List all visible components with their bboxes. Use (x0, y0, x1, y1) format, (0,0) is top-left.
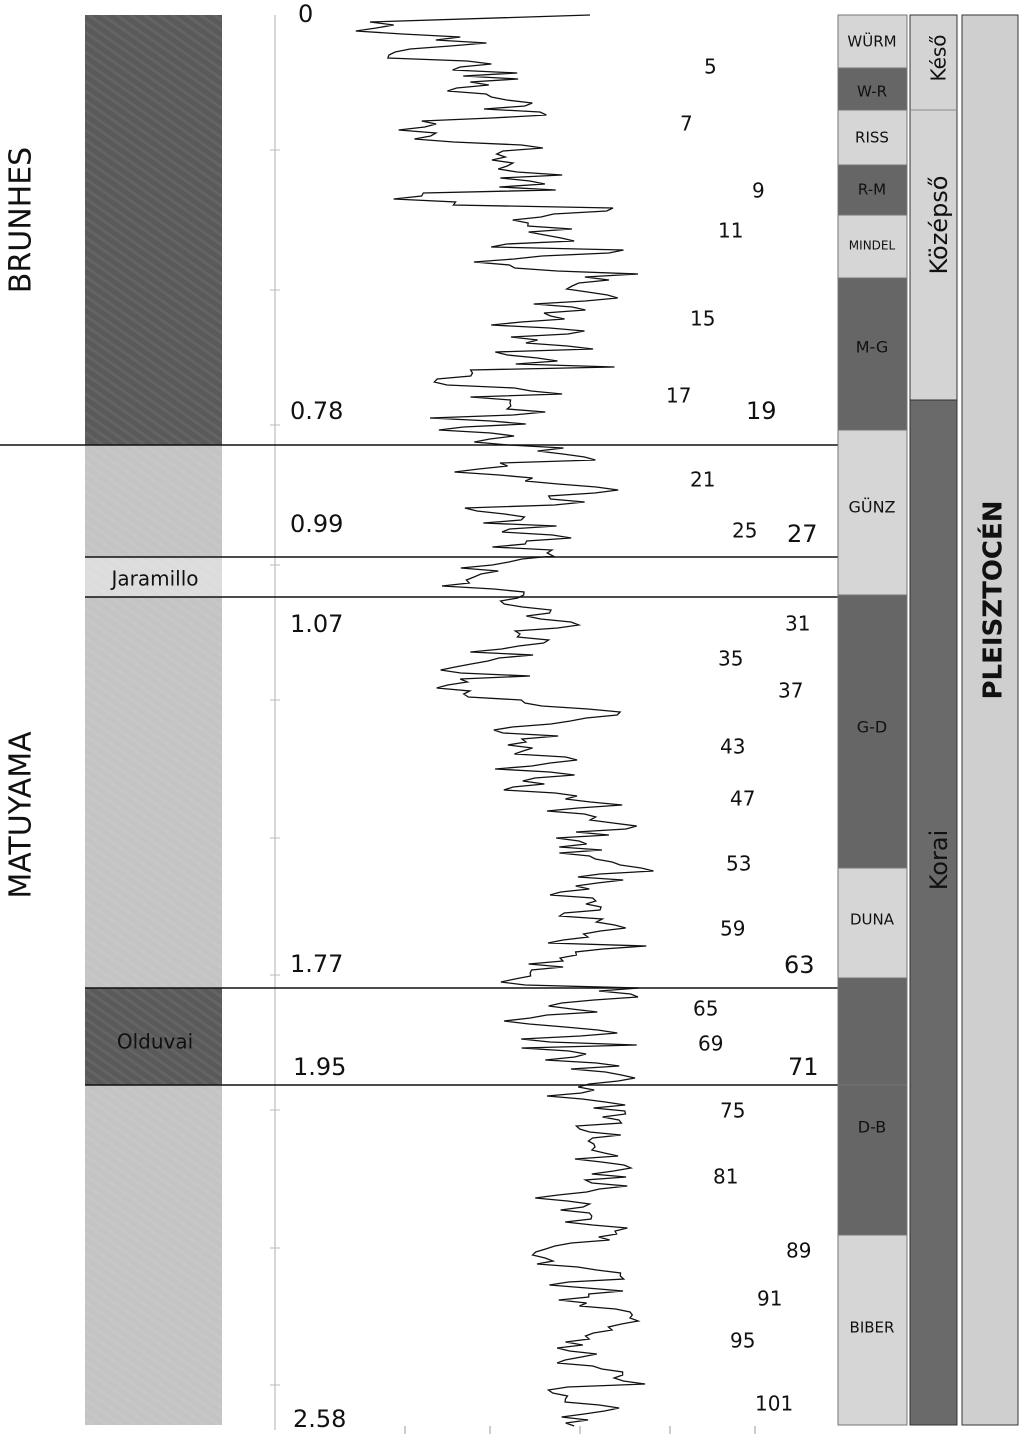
stage-label: 27 (787, 520, 818, 548)
subchron-label: Olduvai (117, 1030, 193, 1054)
subdivision-block (909, 14, 958, 401)
glacial-label: G-D (857, 718, 888, 737)
subchron-label: Jaramillo (109, 567, 198, 591)
glacial-block (837, 594, 908, 869)
glacial-label: D-B (858, 1118, 887, 1137)
stage-label: 59 (720, 917, 745, 941)
glacial-block (837, 977, 908, 1086)
stage-label: 69 (698, 1032, 723, 1056)
chron-label: MATUYAMA (4, 731, 39, 899)
stage-label: 15 (690, 307, 715, 331)
glacial-block (837, 1234, 908, 1426)
stage-label: 63 (784, 951, 815, 979)
glacial-block (837, 164, 908, 216)
stage-label: 21 (690, 468, 715, 492)
stage-label: 7 (680, 112, 693, 136)
stage-label: 43 (720, 735, 745, 759)
stage-label: 81 (713, 1165, 738, 1189)
glacial-block (837, 277, 908, 431)
glacial-label: GÜNZ (848, 498, 895, 517)
glacial-block (837, 1084, 908, 1236)
glacial-label: BIBER (850, 1319, 895, 1337)
stage-label: 19 (746, 397, 777, 425)
glacial-label: M-G (856, 338, 889, 357)
stage-label: 95 (730, 1329, 755, 1353)
stage-label: 11 (718, 219, 743, 243)
subdivision-label: Korai (925, 830, 953, 890)
glacial-label: R-M (858, 181, 886, 199)
age-label: 1.77 (290, 950, 343, 978)
epoch-block (961, 14, 1019, 1426)
glacial-block (837, 109, 908, 166)
subdivision-label: Középső (925, 175, 953, 274)
glacial-label: WÜRM (847, 32, 896, 51)
glacial-label: MINDEL (849, 239, 896, 253)
age-label: 0.99 (290, 510, 343, 538)
age-label: 2.58 (293, 1405, 346, 1433)
stage-label: 35 (718, 647, 743, 671)
stage-label: 101 (755, 1392, 793, 1416)
glacial-label: W-R (857, 83, 887, 101)
subdivision-label: Késő (927, 34, 951, 81)
stage-label: 25 (732, 519, 757, 543)
age-label: 1.95 (293, 1053, 346, 1081)
glacial-block (837, 429, 908, 596)
age-label: 0 (298, 0, 313, 28)
glacial-block (837, 867, 908, 979)
stage-label: 91 (757, 1287, 782, 1311)
stage-label: 17 (666, 384, 691, 408)
subdivision-block (909, 399, 958, 1426)
stage-label: 65 (693, 997, 718, 1021)
stage-label: 75 (720, 1099, 745, 1123)
glacial-block (837, 214, 908, 279)
texture (85, 15, 222, 1425)
chron-label: BRUNHES (4, 147, 39, 293)
stage-label: 5 (704, 55, 717, 79)
isotope-curve (355, 14, 654, 1427)
age-label: 1.07 (290, 610, 343, 638)
glacial-label: DUNA (850, 911, 895, 929)
glacial-label: RISS (855, 129, 889, 147)
stage-label: 31 (785, 612, 810, 636)
stage-label: 53 (726, 852, 751, 876)
stage-label: 89 (786, 1239, 811, 1263)
age-label: 0.78 (290, 397, 343, 425)
stage-label: 9 (752, 179, 765, 203)
stage-label: 71 (788, 1053, 819, 1081)
epoch-label: PLEISZTOCÉN (977, 500, 1009, 699)
glacial-block (837, 14, 908, 69)
stage-label: 37 (778, 679, 803, 703)
stage-label: 47 (730, 787, 755, 811)
